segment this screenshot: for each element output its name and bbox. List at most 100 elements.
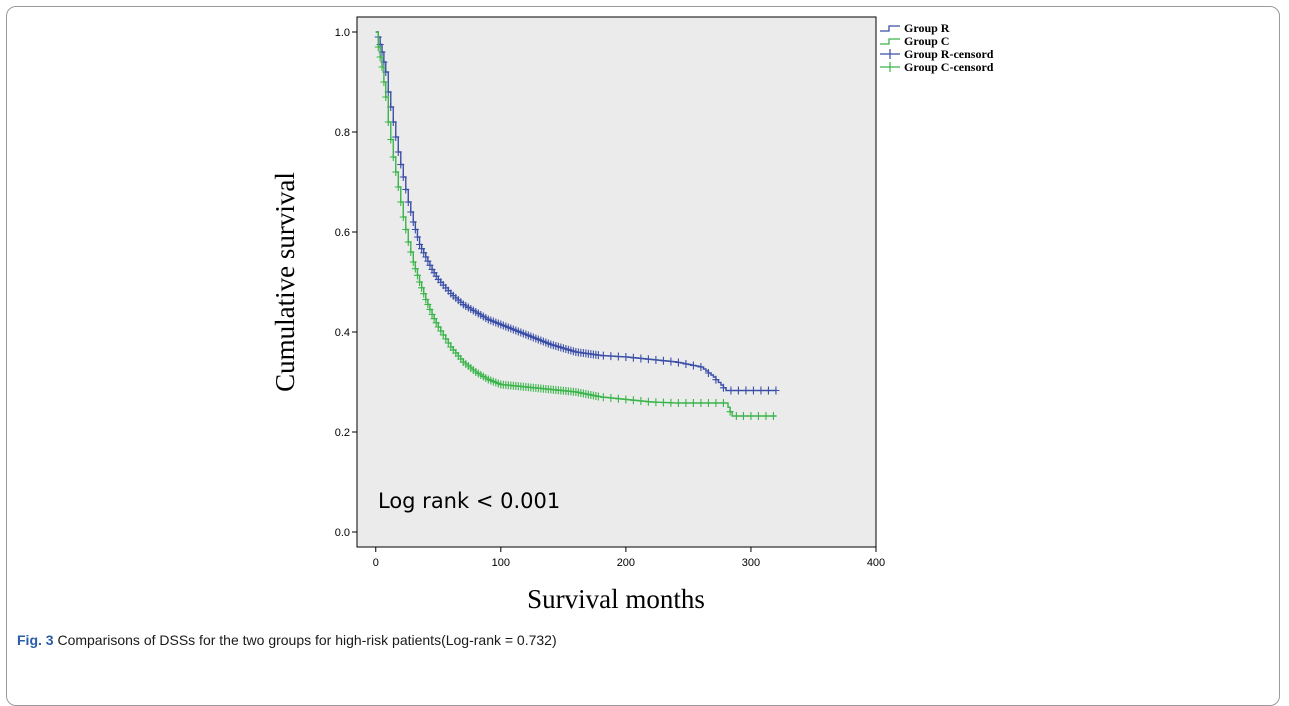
y-tick-label: 0.8 [335,127,350,139]
censor-mark [422,295,430,304]
censor-mark [402,185,410,194]
censor-mark [682,399,690,407]
legend-censor-group-r [880,49,900,59]
censor-mark [629,396,637,405]
censor-mark [409,218,417,226]
censor-mark [644,355,652,364]
plot-area [356,16,877,548]
y-tick-label: 0.2 [335,427,350,439]
censor-mark [418,283,426,292]
censor-mark [674,358,682,367]
censor-mark [614,352,622,361]
censor-mark [697,363,705,371]
censor-mark [747,412,755,420]
censor-mark [407,248,415,256]
y-tick-label: 0.0 [335,527,350,539]
censor-mark [689,361,697,370]
censor-mark [704,369,712,377]
censor-mark [376,53,384,61]
legend-step-group-r [880,25,900,32]
figure-label: Fig. 3 [17,632,54,648]
censor-mark [404,238,412,246]
censor-mark [430,314,438,323]
censor-mark [420,289,428,298]
censor-mark [726,407,734,416]
x-tick-label: 0 [373,557,379,569]
censor-mark [719,399,727,407]
censor-mark [762,412,770,420]
censor-mark [629,353,637,362]
survival-curves [374,31,780,420]
censor-mark [382,93,390,101]
censor-mark [697,399,705,407]
censor-mark [392,168,400,176]
censor-mark [734,386,742,395]
censor-mark [384,118,392,126]
censor-mark [637,397,645,405]
censor-mark [739,412,747,420]
annotation-log-rank: Log rank < 0.001 [378,489,560,513]
censor-mark [719,383,727,392]
censor-mark [378,63,386,71]
legend-label: Group R-censord [904,47,994,61]
censor-mark [432,318,440,327]
censor-mark [689,399,697,407]
censor-mark [416,240,424,249]
censor-mark [754,412,762,420]
x-tick-label: 400 [867,557,885,569]
censor-mark [374,43,382,51]
censor-mark [380,78,388,86]
survival-chart: 0.0 0.2 0.4 0.6 0.8 1.0 0 100 200 300 400 Log ran… [270,16,994,614]
censor-mark [409,258,417,266]
censor-mark [772,386,780,395]
censor-mark [727,386,735,395]
censor-mark [757,386,765,395]
censor-mark [399,213,407,221]
censor-mark [394,183,402,191]
censor-mark [622,395,630,404]
censor-mark [411,225,419,234]
censor-mark [394,148,402,156]
censor-mark [418,244,426,253]
censor-mark [392,133,400,141]
y-axis: 0.0 0.2 0.4 0.6 0.8 1.0 [335,27,357,539]
legend-label: Group C [904,34,949,48]
censor-mark [426,305,434,314]
legend-label: Group R [904,21,950,35]
y-tick-label: 0.6 [335,227,350,239]
censor-mark [712,375,720,384]
censor-mark [413,233,421,241]
censor-mark [387,135,395,144]
censor-mark [422,253,430,261]
censor-mark [769,412,777,420]
censor-mark [397,160,405,169]
censor-mark [659,356,667,365]
censor-mark [426,261,434,270]
censor-mark [742,386,750,395]
censor-mark [397,198,405,206]
censor-mark [413,271,421,280]
x-tick-label: 100 [492,557,510,569]
censor-mark [659,398,667,407]
censor-mark [607,352,615,361]
censor-mark [416,278,424,286]
censor-mark [682,360,690,368]
censor-mark [420,248,428,257]
censor-mark [652,356,660,364]
censor-mark [402,225,410,234]
x-tick-label: 200 [617,557,635,569]
censor-mark [749,386,757,395]
censor-mark [411,264,419,273]
censor-mark [407,208,415,216]
censor-mark [424,257,432,266]
censor-mark [424,300,432,309]
censor-mark [712,399,720,407]
censor-marks-group-c [374,43,777,420]
censor-mark [704,399,712,407]
x-axis: 0 100 200 300 400 [373,547,885,569]
censor-mark [404,198,412,206]
censor-mark [594,392,602,401]
figure-caption: Fig. 3 Comparisons of DSSs for the two g… [17,632,557,648]
censor-mark [637,354,645,363]
